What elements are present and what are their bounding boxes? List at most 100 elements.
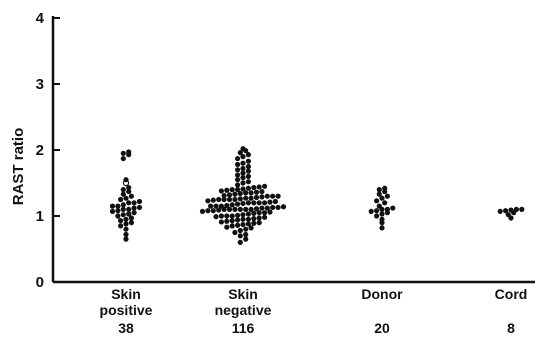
data-point: [237, 239, 243, 245]
data-point: [229, 218, 235, 224]
data-point: [245, 200, 251, 206]
data-point: [109, 208, 116, 214]
data-point: [382, 200, 388, 206]
data-point: [497, 208, 503, 214]
data-point: [237, 150, 243, 156]
data-point: [237, 227, 243, 234]
data-point: [115, 208, 121, 214]
data-point: [226, 206, 233, 212]
data-point: [240, 146, 246, 152]
data-point: [374, 198, 380, 204]
data-point: [118, 218, 124, 224]
data-point: [123, 236, 129, 242]
data-point: [256, 210, 262, 216]
data-point: [216, 207, 222, 213]
data-point: [123, 195, 129, 201]
data-point: [118, 223, 124, 229]
data-point: [248, 206, 254, 212]
data-point: [120, 212, 126, 218]
data-point: [243, 195, 249, 201]
data-point: [123, 221, 129, 227]
data-point: [235, 155, 241, 162]
y-tick-label: 1: [36, 208, 44, 225]
data-point: [224, 218, 230, 224]
data-point: [243, 190, 249, 196]
y-tick-label: 0: [36, 274, 44, 291]
data-point: [251, 185, 257, 191]
data-point: [240, 212, 246, 218]
data-point: [229, 202, 235, 208]
data-point: [390, 205, 396, 211]
data-point: [240, 180, 246, 186]
y-tick-label: 4: [36, 10, 45, 27]
data-point: [245, 179, 251, 185]
data-point: [374, 213, 380, 219]
category-label: Skin: [111, 286, 141, 302]
data-point: [245, 211, 251, 217]
data-point: [218, 219, 224, 225]
data-point: [131, 210, 137, 216]
data-point: [259, 205, 265, 211]
group-count-label: 8: [507, 320, 515, 336]
data-point: [267, 209, 273, 215]
data-point: [376, 191, 382, 197]
data-point: [256, 220, 262, 226]
data-point: [243, 231, 249, 238]
data-point: [115, 203, 121, 209]
data-point: [120, 191, 126, 197]
category-label: Cord: [495, 286, 528, 302]
data-point: [123, 177, 129, 183]
data-point: [210, 197, 216, 203]
data-point: [235, 182, 241, 188]
data-point: [253, 194, 260, 201]
data-point: [280, 204, 287, 210]
data-point: [503, 208, 509, 214]
data-point: [235, 167, 241, 173]
data-point: [264, 205, 270, 211]
data-point: [237, 190, 243, 197]
data-point: [262, 200, 268, 206]
data-point: [240, 200, 246, 207]
y-axis-ticks: 0 1 2 3 4: [36, 10, 60, 291]
group-count-label: 20: [374, 320, 390, 336]
data-point: [126, 211, 132, 217]
category-label: negative: [215, 302, 272, 318]
data-point: [376, 187, 382, 193]
data-point: [245, 158, 251, 164]
group-count-label: 116: [232, 320, 255, 336]
data-point: [270, 193, 276, 199]
data-point: [240, 221, 246, 228]
data-point: [235, 172, 241, 178]
data-point: [218, 213, 224, 219]
group-count-label: 38: [118, 320, 134, 336]
data-point: [256, 215, 262, 221]
data-point: [123, 226, 129, 232]
data-point: [120, 187, 126, 193]
data-point: [128, 193, 134, 199]
data-point: [229, 187, 235, 193]
category-label: positive: [100, 302, 153, 318]
data-point: [243, 226, 249, 232]
data-point: [136, 204, 143, 211]
data-point: [126, 206, 132, 212]
data-point: [232, 206, 238, 212]
data-point: [235, 201, 241, 207]
x-axis-category-labels: Skinpositive38Skinnegative116Donor20Cord…: [100, 286, 528, 336]
data-point: [229, 223, 235, 229]
data-point: [126, 200, 132, 206]
y-tick-label: 2: [36, 142, 44, 159]
data-point: [240, 186, 246, 192]
y-tick-label: 3: [36, 76, 44, 93]
data-point: [379, 216, 385, 222]
data-point: [267, 199, 273, 205]
data-point: [248, 225, 254, 231]
data-point: [224, 202, 230, 209]
data-point: [221, 192, 227, 199]
data-point: [251, 200, 257, 206]
data-point: [248, 190, 254, 196]
data-point: [120, 155, 126, 162]
data-point: [379, 225, 385, 231]
data-point: [126, 185, 132, 191]
data-point: [379, 211, 385, 217]
data-point: [213, 214, 219, 220]
